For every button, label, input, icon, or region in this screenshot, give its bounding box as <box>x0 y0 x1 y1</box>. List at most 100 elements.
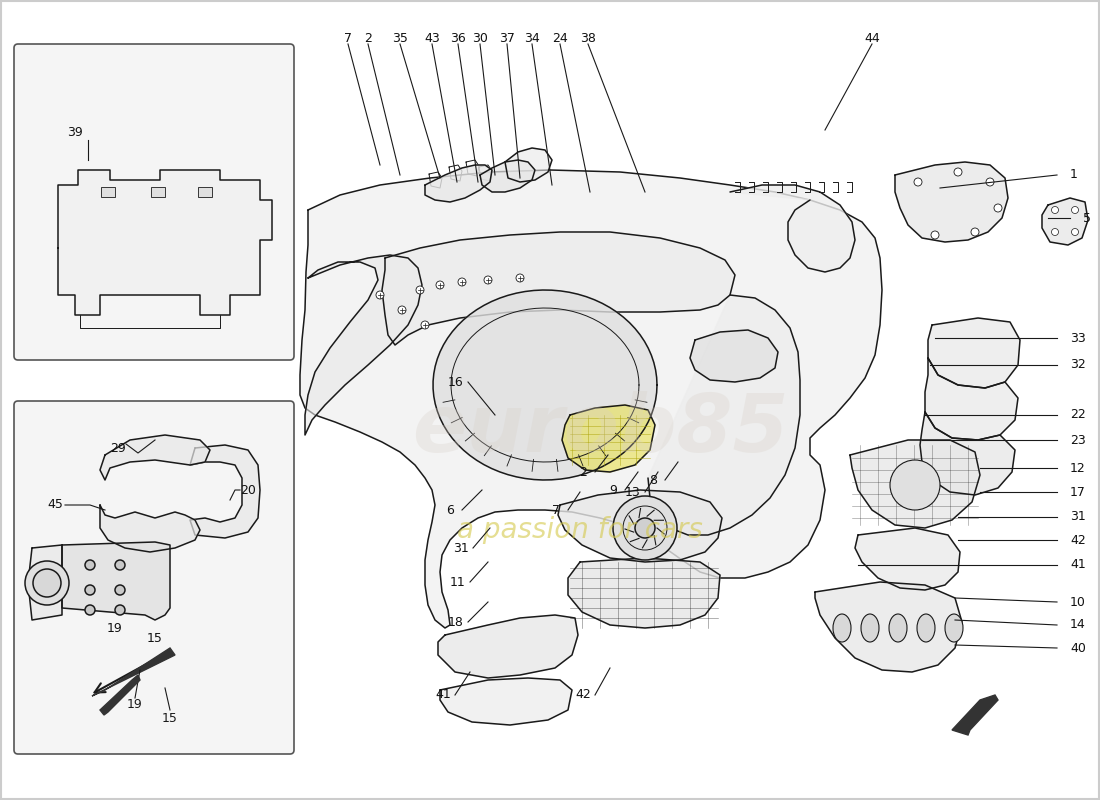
Polygon shape <box>305 255 422 435</box>
Text: 23: 23 <box>1070 434 1086 446</box>
Polygon shape <box>815 582 962 672</box>
Polygon shape <box>1042 198 1088 245</box>
Polygon shape <box>300 170 882 628</box>
Text: 7: 7 <box>344 31 352 45</box>
Text: 39: 39 <box>67 126 82 138</box>
Text: 15: 15 <box>147 631 163 645</box>
Text: 17: 17 <box>1070 486 1086 498</box>
Text: 7: 7 <box>552 503 560 517</box>
Text: 38: 38 <box>580 31 596 45</box>
Polygon shape <box>558 490 722 562</box>
Text: 44: 44 <box>865 31 880 45</box>
Circle shape <box>85 585 95 595</box>
Circle shape <box>613 496 676 560</box>
Polygon shape <box>28 545 62 620</box>
Bar <box>101 187 116 197</box>
Polygon shape <box>920 412 1015 495</box>
Circle shape <box>416 286 424 294</box>
Circle shape <box>1071 229 1078 235</box>
Text: 37: 37 <box>499 31 515 45</box>
Polygon shape <box>62 542 170 620</box>
Circle shape <box>890 460 940 510</box>
Text: 32: 32 <box>1070 358 1086 371</box>
Circle shape <box>1052 206 1058 214</box>
Polygon shape <box>895 162 1008 242</box>
Text: 10: 10 <box>1070 595 1086 609</box>
Polygon shape <box>100 675 140 715</box>
Text: 11: 11 <box>450 575 466 589</box>
Circle shape <box>1052 229 1058 235</box>
Text: 16: 16 <box>448 375 464 389</box>
Text: 15: 15 <box>162 711 178 725</box>
Circle shape <box>931 231 939 239</box>
Text: 9: 9 <box>609 483 617 497</box>
Polygon shape <box>440 678 572 725</box>
Polygon shape <box>925 358 1018 440</box>
Polygon shape <box>562 405 654 472</box>
Polygon shape <box>850 440 980 528</box>
FancyBboxPatch shape <box>14 44 294 360</box>
Polygon shape <box>438 615 578 678</box>
Circle shape <box>116 585 125 595</box>
Circle shape <box>436 281 444 289</box>
Text: 36: 36 <box>450 31 466 45</box>
Polygon shape <box>425 165 492 202</box>
Text: 12: 12 <box>1070 462 1086 474</box>
Text: 5: 5 <box>1084 211 1091 225</box>
Polygon shape <box>92 648 175 696</box>
Text: eurob85: eurob85 <box>411 391 789 469</box>
FancyBboxPatch shape <box>14 401 294 754</box>
Circle shape <box>376 291 384 299</box>
Circle shape <box>971 228 979 236</box>
Text: 31: 31 <box>1070 510 1086 523</box>
Circle shape <box>516 274 524 282</box>
Text: 19: 19 <box>128 698 143 711</box>
Text: 35: 35 <box>392 31 408 45</box>
Text: 24: 24 <box>552 31 568 45</box>
Circle shape <box>116 605 125 615</box>
Text: 1: 1 <box>1070 169 1078 182</box>
Circle shape <box>458 278 466 286</box>
Text: 34: 34 <box>524 31 540 45</box>
Ellipse shape <box>945 614 962 642</box>
Circle shape <box>994 204 1002 212</box>
Text: 2: 2 <box>579 466 587 478</box>
Text: 19: 19 <box>107 622 123 634</box>
Circle shape <box>85 560 95 570</box>
Circle shape <box>635 518 654 538</box>
Circle shape <box>484 276 492 284</box>
Text: 18: 18 <box>448 615 464 629</box>
Polygon shape <box>100 505 200 552</box>
Bar <box>198 187 212 197</box>
Text: 41: 41 <box>1070 558 1086 571</box>
Circle shape <box>1071 206 1078 214</box>
Polygon shape <box>928 318 1020 388</box>
Polygon shape <box>648 295 800 535</box>
Text: 14: 14 <box>1070 618 1086 631</box>
Polygon shape <box>730 185 855 272</box>
Ellipse shape <box>833 614 851 642</box>
Bar <box>151 187 165 197</box>
Ellipse shape <box>889 614 908 642</box>
Circle shape <box>954 168 962 176</box>
Circle shape <box>116 560 125 570</box>
Text: 31: 31 <box>453 542 469 554</box>
Circle shape <box>421 321 429 329</box>
Text: 40: 40 <box>1070 642 1086 654</box>
Text: 8: 8 <box>649 474 657 486</box>
Polygon shape <box>100 435 210 480</box>
Circle shape <box>25 561 69 605</box>
Polygon shape <box>505 148 552 182</box>
Polygon shape <box>568 558 720 628</box>
Text: 33: 33 <box>1070 331 1086 345</box>
Text: 30: 30 <box>472 31 488 45</box>
Ellipse shape <box>917 614 935 642</box>
Text: 42: 42 <box>1070 534 1086 546</box>
Text: 45: 45 <box>47 498 63 511</box>
Text: 20: 20 <box>240 483 256 497</box>
Text: 6: 6 <box>447 503 454 517</box>
Polygon shape <box>855 528 960 590</box>
Circle shape <box>85 605 95 615</box>
Polygon shape <box>382 232 735 345</box>
Circle shape <box>33 569 60 597</box>
